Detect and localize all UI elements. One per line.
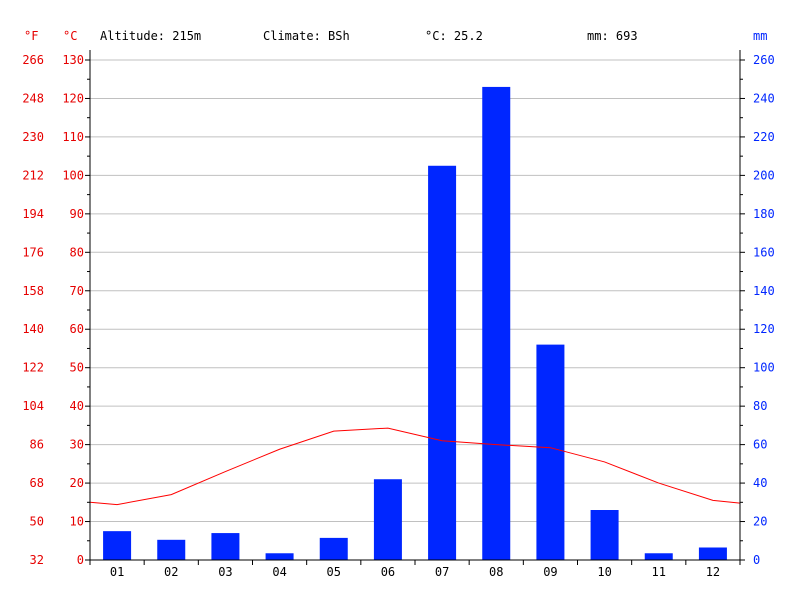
temperature-line [89, 427, 741, 506]
y-left-tick-label: 100 [62, 168, 84, 182]
y-left-tick-label: 30 [70, 438, 84, 452]
y-right-tick-label: 80 [753, 399, 767, 413]
precip-bar [211, 533, 240, 560]
precip-bar [319, 537, 348, 560]
x-tick-label: 10 [597, 565, 611, 579]
y-far-left-tick-label: 230 [22, 130, 44, 144]
x-tick-label: 05 [327, 565, 341, 579]
grid-layer [90, 59, 740, 523]
precip-bar [482, 86, 511, 560]
y-far-left-tick-label: 266 [22, 53, 44, 67]
x-tick-label: 08 [489, 565, 503, 579]
y-far-left-tick-label: 176 [22, 245, 44, 259]
y-left-tick-label: 40 [70, 399, 84, 413]
precip-bar [373, 479, 402, 560]
y-right-tick-label: 160 [753, 245, 775, 259]
line-layer [89, 427, 741, 506]
precip-bar [644, 553, 673, 560]
y-right-tick-label: 0 [753, 553, 760, 567]
y-left-tick-label: 130 [62, 53, 84, 67]
y-far-left-tick-label: 104 [22, 399, 44, 413]
y-far-left-tick-label: 50 [30, 515, 44, 529]
y-far-left-tick-label: 140 [22, 322, 44, 336]
y-left-tick-label: 50 [70, 361, 84, 375]
y-far-left-tick-label: 212 [22, 168, 44, 182]
precip-bar [698, 547, 727, 560]
precip-bar [157, 539, 186, 560]
precip-bar [265, 553, 294, 560]
y-left-tick-label: 20 [70, 476, 84, 490]
precip-bar [428, 165, 457, 560]
y-left-tick-label: 70 [70, 284, 84, 298]
y-left-tick-label: 80 [70, 245, 84, 259]
temp-avg-label: °C: 25.2 [425, 29, 483, 43]
x-tick-label: 03 [218, 565, 232, 579]
y-right-tick-label: 40 [753, 476, 767, 490]
y-left-tick-label: 90 [70, 207, 84, 221]
precip-bar [536, 344, 565, 560]
unit-c-label: °C [63, 29, 77, 43]
unit-f-label: °F [24, 29, 38, 43]
y-right-tick-label: 180 [753, 207, 775, 221]
precip-total-label: mm: 693 [587, 29, 638, 43]
x-tick-label: 01 [110, 565, 124, 579]
altitude-label: Altitude: 215m [100, 29, 201, 43]
y-right-tick-label: 100 [753, 361, 775, 375]
x-tick-label: 07 [435, 565, 449, 579]
y-right-tick-label: 260 [753, 53, 775, 67]
x-tick-label: 12 [706, 565, 720, 579]
y-far-left-tick-label: 158 [22, 284, 44, 298]
y-left-tick-label: 0 [77, 553, 84, 567]
precip-bar [103, 531, 132, 560]
y-left-tick-label: 60 [70, 322, 84, 336]
x-tick-label: 06 [381, 565, 395, 579]
y-right-tick-label: 60 [753, 438, 767, 452]
y-far-left-tick-label: 86 [30, 438, 44, 452]
y-right-tick-label: 240 [753, 91, 775, 105]
y-left-tick-label: 10 [70, 515, 84, 529]
y-far-left-tick-label: 194 [22, 207, 44, 221]
precip-bar [590, 510, 619, 560]
label-layer: 0102030405060708090100110120130325068861… [22, 53, 774, 579]
x-tick-label: 11 [652, 565, 666, 579]
climate-label: Climate: BSh [263, 29, 350, 43]
y-right-tick-label: 220 [753, 130, 775, 144]
y-far-left-tick-label: 122 [22, 361, 44, 375]
y-far-left-tick-label: 68 [30, 476, 44, 490]
y-far-left-tick-label: 248 [22, 91, 44, 105]
unit-mm-label: mm [753, 29, 767, 43]
y-right-tick-label: 120 [753, 322, 775, 336]
x-tick-label: 02 [164, 565, 178, 579]
axis-layer [85, 50, 745, 565]
y-right-tick-label: 20 [753, 515, 767, 529]
y-right-tick-label: 200 [753, 168, 775, 182]
x-tick-label: 09 [543, 565, 557, 579]
x-tick-label: 04 [272, 565, 286, 579]
y-left-tick-label: 120 [62, 91, 84, 105]
bar-layer [103, 86, 727, 560]
y-far-left-tick-label: 32 [30, 553, 44, 567]
y-right-tick-label: 140 [753, 284, 775, 298]
y-left-tick-label: 110 [62, 130, 84, 144]
